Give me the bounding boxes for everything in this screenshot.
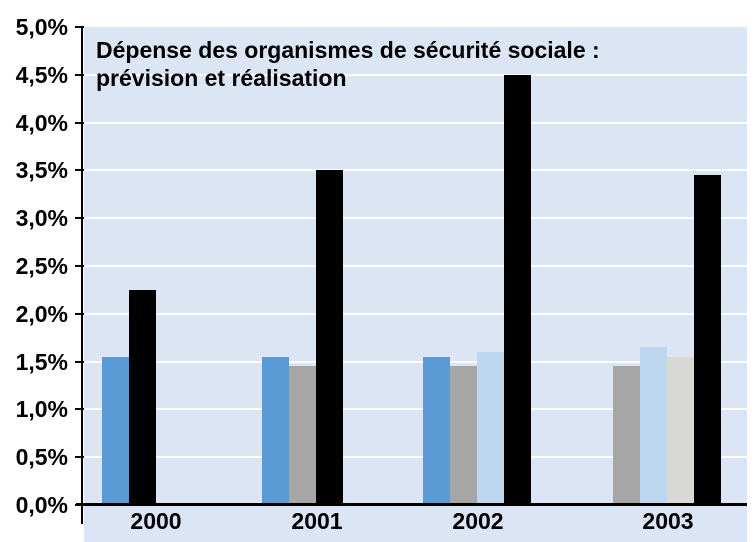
chart-title-line-1: Dépense des organismes de sécurité socia… — [96, 37, 600, 63]
y-axis-tick — [75, 360, 84, 363]
gridline — [84, 408, 747, 411]
y-axis-label: 0,0% — [15, 492, 68, 518]
y-axis-tick — [75, 456, 84, 459]
bar-2000-blue — [102, 356, 129, 505]
y-axis-label: 3,5% — [15, 157, 68, 184]
bar-2003-black — [694, 175, 721, 505]
bar-2001-black — [316, 170, 343, 505]
y-axis-tick — [75, 312, 84, 315]
x-axis-label-2002: 2002 — [452, 508, 504, 534]
y-axis-label: 1,0% — [15, 396, 68, 423]
bar-2002-blue — [423, 356, 450, 505]
x-axis-label-2003: 2003 — [642, 508, 694, 534]
x-axis-line — [76, 503, 747, 506]
gridline — [84, 360, 747, 363]
x-axis-label-2000: 2000 — [130, 508, 182, 534]
bar-2002-gray — [450, 366, 477, 505]
chart-title: Dépense des organismes de sécurité socia… — [96, 36, 600, 92]
y-axis-line — [81, 27, 83, 524]
y-axis-label: 4,0% — [15, 109, 68, 136]
y-axis-tick — [75, 73, 84, 76]
gridline — [84, 265, 747, 267]
y-axis-tick — [75, 169, 84, 172]
y-axis-tick — [75, 408, 84, 411]
y-axis-label: 2,0% — [15, 300, 68, 327]
bar-2003-gray — [613, 366, 640, 505]
y-axis-label: 4,5% — [15, 61, 68, 88]
y-axis-label: 1,5% — [15, 348, 68, 375]
y-axis-label: 5,0% — [15, 14, 68, 40]
bar-2003-lightgray — [667, 356, 694, 505]
bar-2000-black — [129, 289, 156, 505]
y-axis-tick — [75, 217, 84, 220]
gridline — [84, 169, 747, 172]
bar-2002-black — [504, 74, 531, 505]
bar-2003-lightblue — [640, 347, 667, 505]
y-axis-tick — [75, 265, 84, 267]
y-axis-label: 0,5% — [15, 444, 68, 471]
bar-2001-gray — [289, 366, 316, 505]
x-axis-label-2001: 2001 — [291, 508, 343, 534]
gridline — [84, 312, 747, 315]
y-axis-tick — [75, 26, 84, 28]
gridline — [84, 121, 747, 124]
gridline — [84, 456, 747, 459]
y-axis-tick — [75, 121, 84, 124]
gridline — [84, 217, 747, 220]
bar-2001-blue — [262, 356, 289, 505]
bar-2002-lightblue — [477, 352, 504, 505]
gridline — [84, 73, 747, 76]
y-axis-label: 2,5% — [15, 253, 68, 279]
chart-title-line-2: prévision et réalisation — [96, 65, 347, 91]
y-axis-label: 3,0% — [15, 205, 68, 232]
